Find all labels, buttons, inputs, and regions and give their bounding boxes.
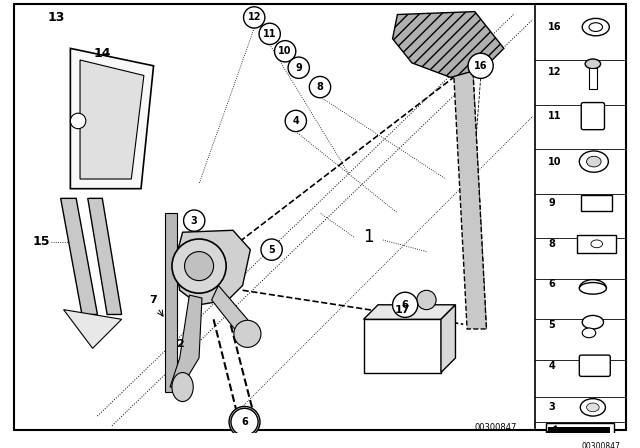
Circle shape	[285, 110, 307, 132]
Circle shape	[417, 290, 436, 310]
Circle shape	[184, 210, 205, 231]
Polygon shape	[61, 198, 97, 314]
Text: 12: 12	[548, 67, 562, 77]
Polygon shape	[70, 48, 154, 189]
Text: 9: 9	[295, 63, 302, 73]
Text: 7: 7	[150, 295, 157, 305]
Ellipse shape	[579, 151, 609, 172]
Text: 4: 4	[548, 361, 555, 371]
Circle shape	[172, 239, 226, 293]
Text: 00300847: 00300847	[581, 442, 620, 448]
Text: 13: 13	[47, 11, 65, 24]
Polygon shape	[63, 310, 122, 349]
Polygon shape	[212, 285, 254, 337]
Ellipse shape	[582, 328, 596, 338]
Text: 17: 17	[394, 305, 410, 314]
Text: 4: 4	[292, 116, 299, 126]
Text: 15: 15	[33, 235, 50, 248]
Ellipse shape	[172, 373, 193, 401]
Text: 8: 8	[317, 82, 323, 92]
Polygon shape	[441, 305, 456, 373]
FancyBboxPatch shape	[581, 103, 604, 129]
Circle shape	[259, 23, 280, 44]
Bar	[548, 426, 611, 436]
Circle shape	[261, 239, 282, 260]
Text: 5: 5	[268, 245, 275, 254]
Circle shape	[244, 7, 265, 28]
Circle shape	[184, 252, 214, 280]
Text: 10: 10	[548, 157, 562, 167]
Circle shape	[392, 292, 418, 317]
Text: 8: 8	[548, 239, 556, 249]
Ellipse shape	[589, 23, 602, 31]
Text: 3: 3	[191, 215, 198, 226]
Ellipse shape	[579, 283, 607, 294]
Text: 11: 11	[263, 29, 276, 39]
Circle shape	[231, 408, 258, 435]
Bar	[581, 195, 612, 211]
Polygon shape	[80, 60, 144, 179]
Bar	[165, 213, 177, 392]
Bar	[577, 235, 616, 253]
Polygon shape	[454, 70, 486, 329]
Text: 3: 3	[548, 402, 555, 412]
Text: 16: 16	[474, 61, 488, 71]
Bar	[547, 423, 614, 440]
Polygon shape	[170, 295, 202, 387]
Ellipse shape	[587, 156, 601, 167]
Polygon shape	[392, 12, 504, 78]
Circle shape	[309, 77, 331, 98]
Ellipse shape	[582, 18, 609, 36]
Text: 6: 6	[402, 300, 408, 310]
Text: 16: 16	[548, 22, 562, 32]
Polygon shape	[364, 305, 456, 319]
Text: 11: 11	[548, 111, 562, 121]
Ellipse shape	[587, 403, 599, 412]
Text: 6: 6	[548, 280, 555, 289]
Polygon shape	[88, 198, 122, 314]
Text: 9: 9	[548, 198, 555, 208]
Text: 1: 1	[363, 228, 374, 246]
Text: 2: 2	[176, 339, 184, 349]
Text: 6: 6	[241, 417, 248, 427]
Text: 12: 12	[248, 13, 261, 22]
Text: 5: 5	[548, 320, 555, 330]
Ellipse shape	[585, 59, 600, 69]
Circle shape	[229, 406, 260, 437]
Circle shape	[288, 57, 309, 78]
Ellipse shape	[591, 240, 602, 248]
FancyBboxPatch shape	[579, 355, 611, 376]
Bar	[589, 68, 596, 89]
Circle shape	[70, 113, 86, 129]
Text: 10: 10	[278, 46, 292, 56]
Text: 14: 14	[93, 47, 111, 60]
Ellipse shape	[580, 399, 605, 416]
Polygon shape	[175, 230, 250, 305]
Ellipse shape	[582, 315, 604, 329]
Circle shape	[468, 53, 493, 78]
Circle shape	[275, 41, 296, 62]
Polygon shape	[547, 426, 556, 439]
Circle shape	[234, 320, 261, 347]
Text: 00300847: 00300847	[475, 423, 517, 432]
Bar	[364, 319, 441, 373]
